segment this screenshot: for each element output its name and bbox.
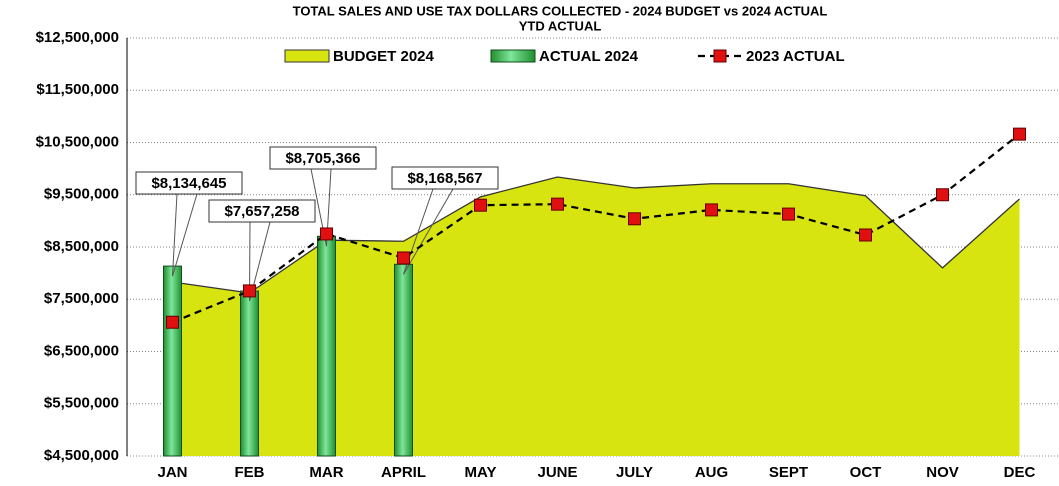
legend-swatch bbox=[284, 49, 330, 63]
chart-title: TOTAL SALES AND USE TAX DOLLARS COLLECTE… bbox=[293, 3, 828, 18]
x-tick-label: JAN bbox=[157, 464, 187, 481]
bar bbox=[163, 265, 182, 457]
line-marker bbox=[397, 251, 410, 265]
line-marker bbox=[705, 203, 718, 217]
chart-subtitle: YTD ACTUAL bbox=[519, 18, 602, 33]
data-label: $8,168,567 bbox=[407, 170, 482, 187]
label-box bbox=[269, 146, 377, 170]
legend-swatch bbox=[713, 49, 727, 63]
data-label: $8,134,645 bbox=[151, 175, 226, 192]
line-marker bbox=[859, 228, 872, 242]
legend-swatch bbox=[490, 49, 536, 63]
y-tick-label: $6,500,000 bbox=[44, 342, 119, 359]
x-tick-label: AUG bbox=[695, 464, 728, 481]
x-tick-label: DEC bbox=[1004, 464, 1036, 481]
line-marker bbox=[1013, 127, 1026, 141]
x-tick-label: JULY bbox=[616, 464, 653, 481]
line-marker bbox=[551, 197, 564, 211]
line-marker bbox=[474, 198, 487, 212]
x-tick-label: MAR bbox=[309, 464, 343, 481]
y-tick-label: $7,500,000 bbox=[44, 290, 119, 307]
y-tick-label: $10,500,000 bbox=[36, 133, 119, 150]
legend-label: BUDGET 2024 bbox=[333, 48, 435, 65]
line-marker bbox=[243, 284, 256, 298]
bar bbox=[394, 263, 413, 457]
y-tick-label: $8,500,000 bbox=[44, 238, 119, 255]
x-tick-label: MAY bbox=[465, 464, 497, 481]
legend-label: ACTUAL 2024 bbox=[539, 48, 639, 65]
y-tick-label: $12,500,000 bbox=[36, 29, 119, 46]
data-label: $7,657,258 bbox=[224, 203, 299, 220]
label-box bbox=[135, 171, 243, 195]
label-leader bbox=[403, 188, 454, 275]
y-tick-label: $4,500,000 bbox=[44, 447, 119, 464]
line-marker bbox=[320, 227, 333, 241]
x-tick-label: NOV bbox=[926, 464, 959, 481]
x-tick-label: APRIL bbox=[381, 464, 426, 481]
bar bbox=[240, 290, 259, 457]
label-leader bbox=[172, 193, 198, 277]
label-leader bbox=[172, 193, 178, 277]
legend-label: 2023 ACTUAL bbox=[746, 48, 845, 65]
label-box bbox=[208, 199, 316, 223]
y-tick-label: $5,500,000 bbox=[44, 395, 119, 412]
budget-area bbox=[172, 176, 1020, 457]
y-tick-label: $11,500,000 bbox=[36, 81, 119, 98]
budget-outline bbox=[172, 176, 1020, 294]
line-marker bbox=[628, 212, 641, 226]
line-marker bbox=[936, 188, 949, 202]
line-2023 bbox=[172, 133, 1021, 324]
y-tick-label: $9,500,000 bbox=[44, 186, 119, 203]
x-tick-label: FEB bbox=[235, 464, 265, 481]
data-label: $8,705,366 bbox=[285, 150, 360, 167]
x-tick-label: JUNE bbox=[537, 464, 577, 481]
x-tick-label: SEPT bbox=[769, 464, 808, 481]
line-marker bbox=[782, 207, 795, 221]
bar bbox=[317, 235, 336, 457]
line-marker bbox=[166, 315, 179, 329]
x-tick-label: OCT bbox=[850, 464, 882, 481]
label-box bbox=[391, 166, 499, 190]
